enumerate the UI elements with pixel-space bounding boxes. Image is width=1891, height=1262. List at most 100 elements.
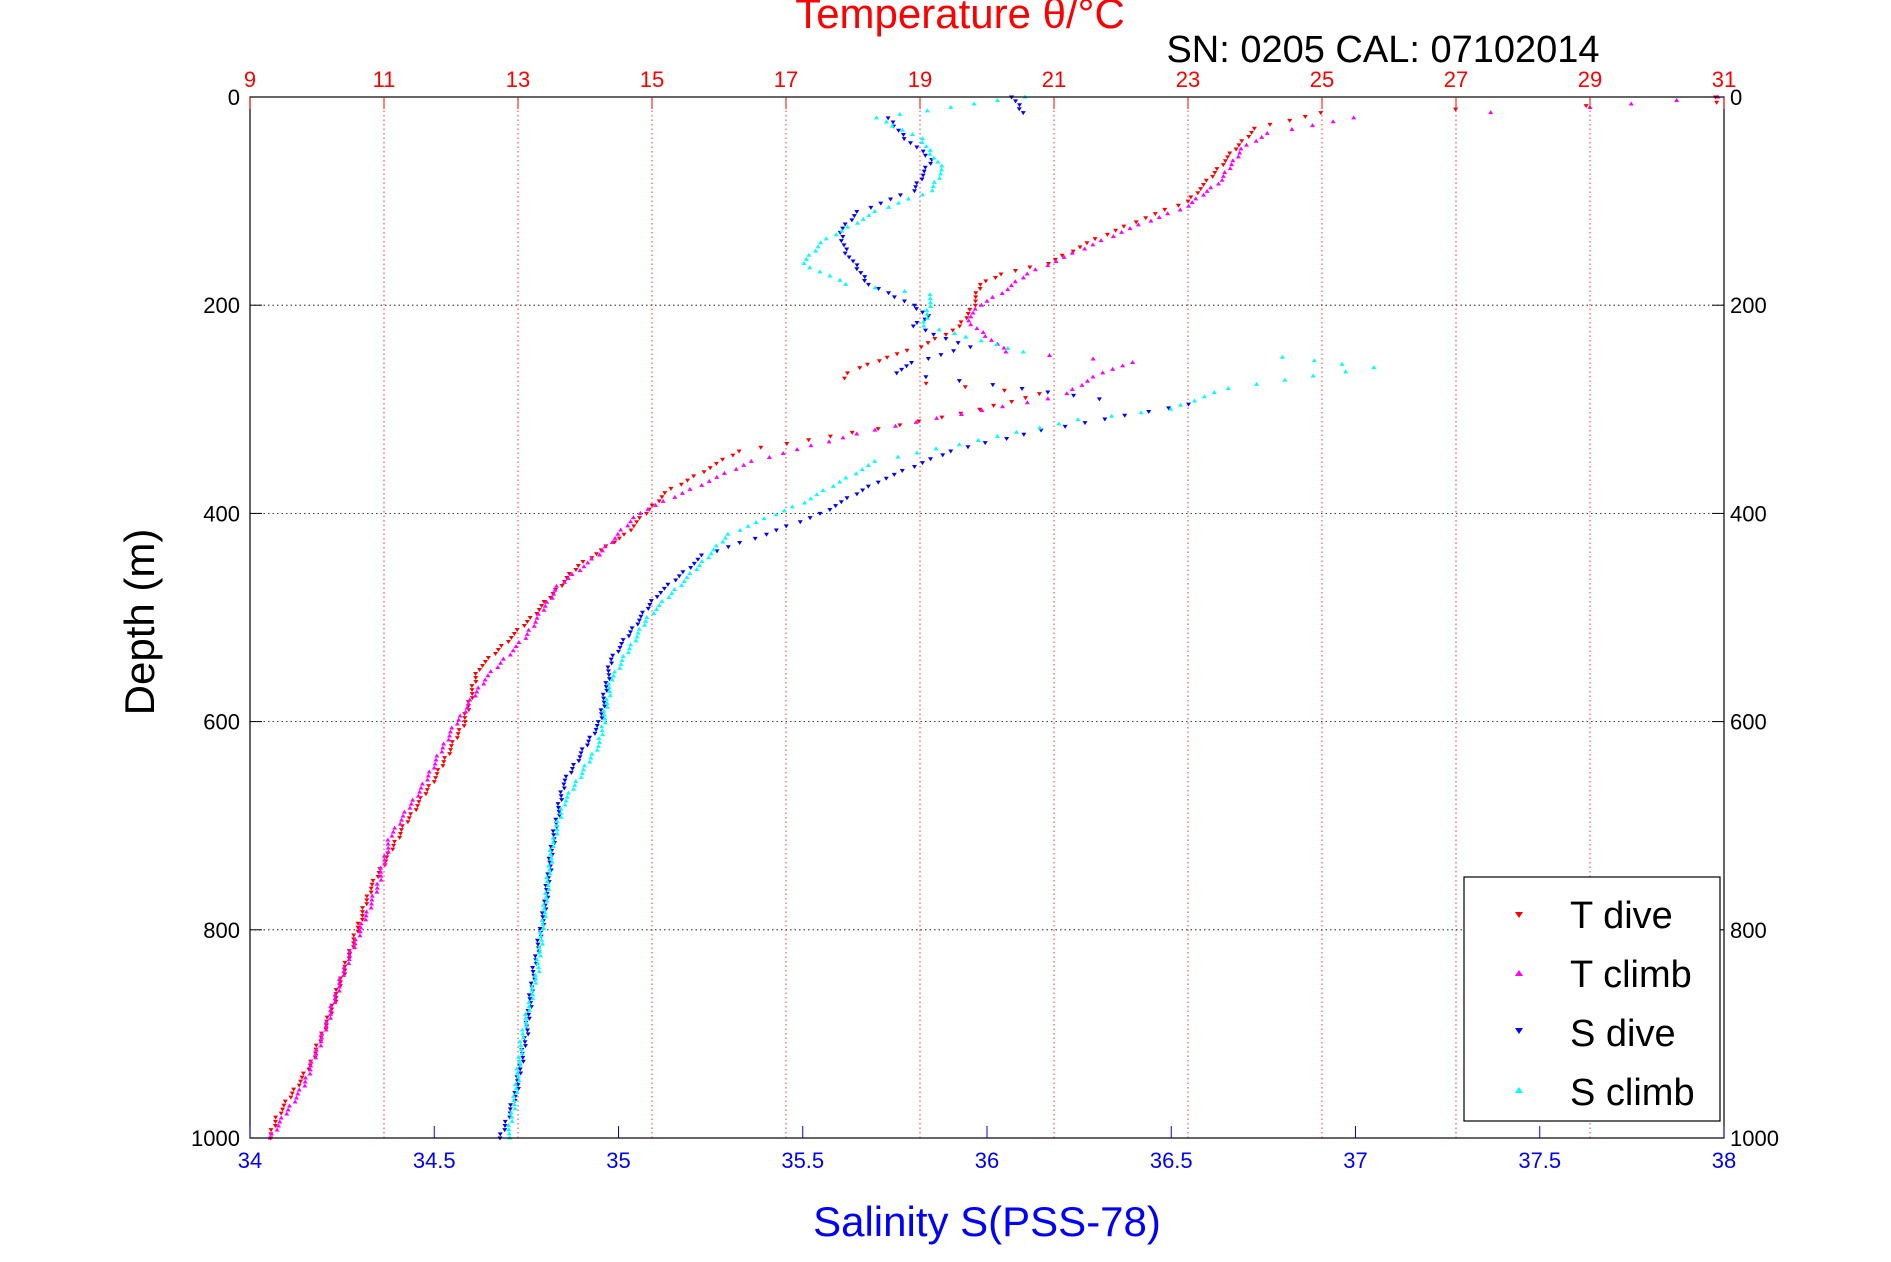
s-climb-point	[519, 1050, 525, 1055]
s-climb-point	[807, 265, 813, 270]
s-dive-point	[1016, 107, 1022, 112]
top-axis-tick-label-31: 31	[1712, 67, 1736, 92]
top-axis-tick-label-27: 27	[1444, 67, 1468, 92]
t-climb-point	[328, 1004, 334, 1009]
t-dive-point	[612, 540, 618, 545]
s-dive-point	[838, 500, 844, 505]
t-dive-point	[628, 528, 634, 533]
s-climb-point	[529, 988, 535, 993]
t-dive-point	[369, 882, 375, 887]
s-dive-point	[923, 328, 929, 333]
t-climb-point	[323, 1027, 329, 1032]
t-climb-point	[308, 1059, 314, 1064]
t-climb-point	[533, 619, 539, 624]
t-climb-point	[968, 322, 974, 327]
s-climb-point	[1075, 417, 1081, 422]
s-dive-point	[561, 786, 567, 791]
s-climb-point	[612, 669, 618, 674]
t-climb-point	[523, 635, 529, 640]
s-dive-point	[502, 1124, 508, 1129]
s-dive-point	[600, 692, 606, 697]
s-dive-point	[897, 193, 903, 198]
s-climb-point	[928, 304, 934, 309]
top-axis-tick-label-11: 11	[373, 67, 396, 92]
t-climb-point	[892, 423, 898, 428]
t-climb-point	[526, 627, 532, 632]
t-dive-point	[904, 348, 910, 353]
t-climb-point	[741, 462, 747, 467]
t-climb-point	[808, 443, 814, 448]
s-climb-point	[558, 806, 564, 811]
s-climb-point	[520, 1035, 526, 1040]
t-dive-point	[1225, 155, 1231, 160]
t-climb-point	[449, 725, 455, 730]
t-dive-point	[1133, 220, 1139, 225]
t-dive-point	[281, 1103, 287, 1108]
s-dive-point	[563, 774, 569, 779]
t-dive-point	[300, 1071, 306, 1076]
s-climb-point	[513, 1082, 519, 1087]
t-climb-point	[295, 1091, 301, 1096]
t-climb-point	[447, 733, 453, 738]
s-climb-point	[843, 281, 849, 286]
t-climb-point	[589, 556, 595, 561]
t-climb-point	[1069, 387, 1075, 392]
s-climb-point	[607, 689, 613, 694]
t-dive-point	[469, 692, 475, 697]
s-climb-point	[512, 1106, 518, 1111]
s-climb-point	[818, 240, 824, 245]
s-dive-point	[940, 453, 946, 458]
t-climb-point	[1227, 166, 1233, 171]
t-climb-point	[474, 689, 480, 694]
t-climb-point	[721, 470, 727, 475]
s-dive-point	[550, 829, 556, 834]
t-climb-point	[984, 298, 990, 303]
s-climb-point	[806, 252, 812, 257]
s-climb-point	[919, 136, 925, 141]
t-climb-point	[748, 458, 754, 463]
t-climb-point	[328, 1015, 334, 1020]
s-climb-point	[937, 175, 943, 180]
t-dive-point	[268, 1128, 274, 1133]
t-climb-point	[988, 337, 994, 342]
t-climb-point	[826, 439, 832, 444]
s-climb-point	[927, 147, 933, 152]
t-dive-point	[1195, 191, 1201, 196]
t-dive-point	[480, 664, 486, 669]
t-climb-point	[1090, 356, 1096, 361]
s-climb-point	[625, 650, 631, 655]
s-climb-point	[1343, 369, 1349, 374]
s-climb-point	[522, 1011, 528, 1016]
t-dive-point	[991, 403, 997, 408]
t-climb-point	[1204, 188, 1210, 193]
s-climb-point	[609, 677, 615, 682]
s-climb-point	[516, 1078, 522, 1083]
s-climb-point	[761, 516, 767, 521]
s-climb-point	[534, 957, 540, 962]
t-dive-point	[282, 1099, 288, 1104]
t-climb-point	[457, 713, 463, 718]
s-climb-point	[939, 163, 945, 168]
s-dive-point	[842, 222, 848, 227]
s-dive-point	[601, 700, 607, 705]
s-dive-point	[854, 267, 860, 272]
s-climb-point	[634, 634, 640, 639]
bottom-axis-tick-label-34: 34	[238, 1148, 262, 1173]
t-climb-point	[446, 737, 452, 742]
t-dive-point	[644, 511, 649, 516]
s-dive-point	[907, 141, 913, 146]
chart-subtitle: SN: 0205 CAL: 07102014	[1166, 29, 1599, 71]
s-dive-point	[526, 1016, 532, 1021]
s-climb-point	[601, 708, 607, 713]
s-climb-point	[711, 547, 717, 552]
s-climb-point	[706, 555, 712, 560]
t-climb-point	[284, 1111, 290, 1116]
s-climb-point	[601, 712, 607, 717]
t-climb-point	[714, 474, 720, 479]
t-climb-point	[1045, 263, 1051, 268]
s-climb-point	[543, 914, 549, 919]
s-dive-point	[899, 468, 905, 473]
t-climb-point	[535, 611, 541, 616]
t-climb-point	[1110, 366, 1116, 371]
s-climb-point	[896, 200, 902, 205]
